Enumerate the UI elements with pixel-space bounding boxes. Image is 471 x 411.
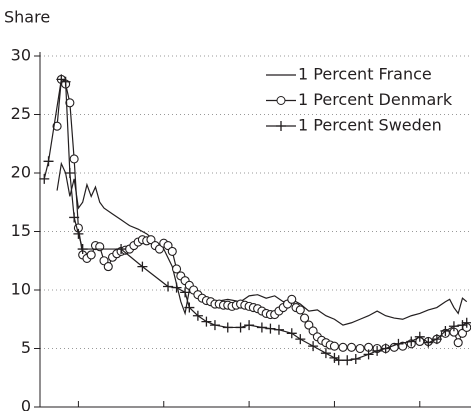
legend-marker bbox=[276, 121, 286, 131]
point bbox=[372, 345, 383, 356]
point bbox=[380, 343, 391, 354]
point bbox=[167, 246, 177, 256]
y-axis-label: Share bbox=[4, 8, 50, 27]
y-tick-label: 30 bbox=[11, 46, 31, 65]
y-tick-label: 10 bbox=[11, 280, 31, 299]
point bbox=[457, 320, 468, 331]
legend-label: 1 Percent Sweden bbox=[298, 116, 442, 135]
point bbox=[431, 334, 442, 345]
point bbox=[423, 337, 434, 348]
point bbox=[329, 352, 340, 363]
point bbox=[333, 355, 344, 366]
point bbox=[329, 341, 339, 351]
point bbox=[256, 322, 267, 333]
point bbox=[180, 287, 191, 298]
point bbox=[295, 305, 305, 315]
point bbox=[222, 322, 233, 333]
legend-label: 1 Percent France bbox=[298, 65, 432, 84]
point bbox=[363, 349, 374, 360]
point bbox=[103, 262, 113, 272]
y-tick-label: 0 bbox=[21, 397, 31, 411]
point bbox=[300, 313, 310, 323]
point bbox=[172, 264, 182, 274]
point bbox=[406, 336, 417, 347]
point bbox=[355, 343, 365, 354]
y-tick-label: 20 bbox=[11, 163, 31, 182]
y-tick-label: 15 bbox=[11, 221, 31, 240]
point bbox=[137, 261, 148, 272]
point bbox=[65, 98, 75, 108]
point bbox=[287, 294, 297, 304]
series-line bbox=[56, 161, 468, 326]
legend: 1 Percent France 1 Percent Denmark 1 Perce… bbox=[266, 65, 453, 135]
point bbox=[52, 121, 62, 131]
point bbox=[184, 302, 195, 313]
point bbox=[60, 76, 71, 87]
point bbox=[209, 320, 220, 331]
point bbox=[414, 331, 425, 342]
point bbox=[73, 228, 84, 239]
point bbox=[338, 342, 348, 352]
legend-label: 1 Percent Denmark bbox=[298, 90, 453, 109]
point bbox=[273, 324, 284, 335]
point bbox=[453, 338, 463, 348]
point bbox=[448, 321, 459, 332]
point bbox=[163, 281, 174, 292]
point bbox=[192, 310, 203, 321]
point bbox=[308, 341, 319, 352]
point bbox=[69, 212, 80, 223]
point bbox=[69, 154, 79, 164]
y-tick-label: 5 bbox=[21, 338, 31, 357]
point bbox=[116, 244, 127, 255]
legend-marker bbox=[276, 96, 286, 105]
point bbox=[265, 323, 276, 334]
y-tick-label: 25 bbox=[11, 104, 31, 123]
point bbox=[64, 168, 75, 178]
point bbox=[235, 322, 246, 333]
point bbox=[350, 354, 361, 365]
point bbox=[56, 74, 67, 85]
point bbox=[393, 338, 404, 349]
point bbox=[286, 328, 297, 339]
point bbox=[244, 320, 255, 331]
point bbox=[43, 156, 54, 167]
point bbox=[39, 173, 50, 184]
point bbox=[201, 316, 212, 327]
point bbox=[77, 244, 88, 255]
point bbox=[86, 250, 96, 260]
point bbox=[346, 342, 357, 352]
point bbox=[320, 348, 331, 359]
point bbox=[295, 334, 306, 345]
point bbox=[171, 282, 182, 293]
point bbox=[342, 355, 353, 366]
point bbox=[440, 325, 451, 336]
point bbox=[461, 317, 471, 328]
